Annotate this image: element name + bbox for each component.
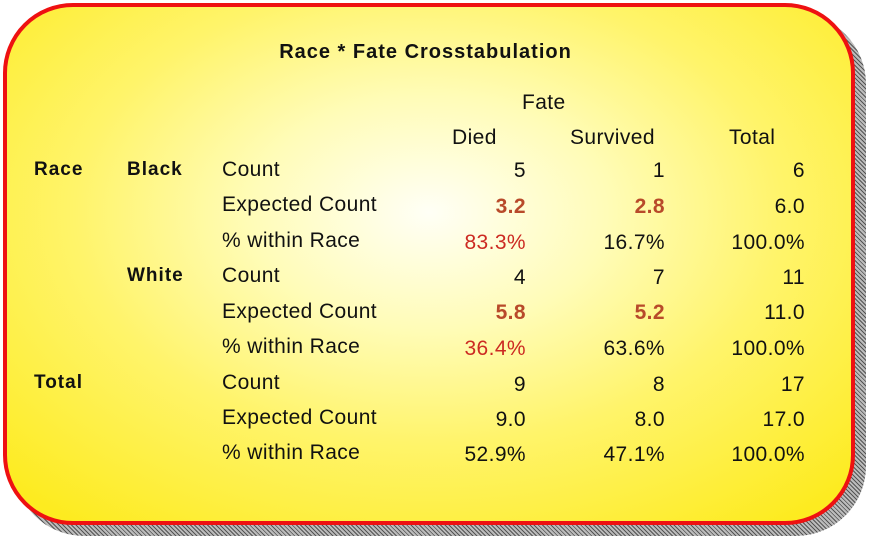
cell-died: 5 — [513, 159, 526, 182]
cell-total: 100.0% — [731, 231, 805, 254]
cell-survived: 8 — [652, 373, 665, 396]
cell-survived: 16.7% — [603, 231, 665, 254]
stat-label-expected: Expected Count — [222, 193, 378, 216]
cell-total: 6 — [792, 159, 805, 182]
cell-total: 100.0% — [731, 443, 805, 466]
table-title: Race * Fate Crosstabulation — [279, 41, 572, 63]
cell-survived: 2.8 — [634, 195, 665, 218]
cell-survived: 47.1% — [603, 443, 665, 466]
stat-label-count: Count — [222, 371, 281, 394]
row-label-total: Total — [34, 372, 83, 393]
row-label-black: Black — [127, 159, 183, 180]
stat-label-pct: % within Race — [222, 229, 361, 252]
cell-survived: 1 — [652, 159, 665, 182]
cell-total: 11.0 — [764, 301, 805, 324]
row-label-race: Race — [34, 159, 84, 180]
cell-died: 5.8 — [495, 301, 526, 324]
header-survived: Survived — [570, 126, 655, 149]
cell-died: 36.4% — [464, 337, 526, 360]
cell-total: 100.0% — [731, 337, 805, 360]
row-label-white: White — [127, 265, 184, 286]
cell-died: 3.2 — [495, 195, 526, 218]
stat-label-count: Count — [222, 264, 281, 287]
cell-total: 6.0 — [774, 195, 805, 218]
cell-total: 11 — [782, 266, 805, 289]
cell-total: 17.0 — [762, 408, 805, 431]
stat-label-pct: % within Race — [222, 335, 361, 358]
cell-survived: 63.6% — [603, 337, 665, 360]
header-died: Died — [452, 126, 497, 149]
cell-died: 9.0 — [495, 408, 526, 431]
header-fate: Fate — [522, 91, 566, 114]
cell-total: 17 — [780, 373, 805, 396]
header-total: Total — [729, 126, 776, 149]
stat-label-expected: Expected Count — [222, 406, 378, 429]
cell-died: 4 — [513, 266, 526, 289]
crosstab-panel: Race * Fate Crosstabulation Fate Died Su… — [3, 3, 855, 525]
cell-died: 9 — [513, 373, 526, 396]
cell-survived: 7 — [652, 266, 665, 289]
stat-label-expected: Expected Count — [222, 300, 378, 323]
cell-survived: 5.2 — [634, 301, 665, 324]
cell-survived: 8.0 — [634, 408, 665, 431]
stat-label-pct: % within Race — [222, 441, 361, 464]
cell-died: 83.3% — [464, 231, 526, 254]
cell-died: 52.9% — [464, 443, 526, 466]
stat-label-count: Count — [222, 158, 281, 181]
